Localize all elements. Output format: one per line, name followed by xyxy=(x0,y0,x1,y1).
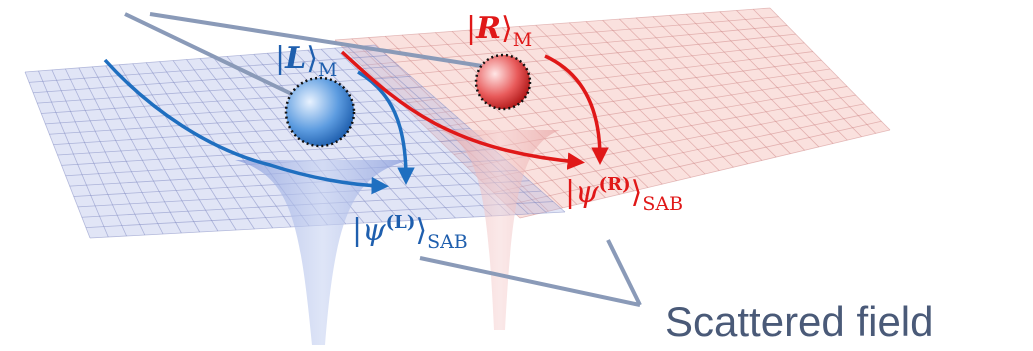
planes xyxy=(25,8,890,238)
label-main: |ψ xyxy=(565,175,599,210)
label-sub: M xyxy=(513,29,532,51)
ket-label: |L⟩M xyxy=(275,41,337,81)
label-symbol: L xyxy=(284,41,306,76)
label-close: ⟩ xyxy=(306,41,318,76)
label-symbol: R xyxy=(475,11,501,46)
label-main: | xyxy=(275,41,285,76)
label-close: ⟩ xyxy=(501,11,513,46)
label-sub: SAB xyxy=(427,231,468,253)
label-close: ⟩ xyxy=(415,213,427,248)
label-sub: M xyxy=(318,59,337,81)
ket-label: |R⟩M xyxy=(466,11,532,51)
sphere-left xyxy=(286,78,354,146)
label-sup: (L) xyxy=(386,212,416,233)
label-main: |ψ xyxy=(352,213,386,248)
caption: Scattered field xyxy=(665,298,934,345)
label-main: | xyxy=(466,11,476,46)
label-sup: (R) xyxy=(599,174,631,195)
label-sub: SAB xyxy=(642,193,683,215)
diagram: |L⟩M|R⟩M|ψ(L)⟩SAB|ψ(R)⟩SAB Scattered fie… xyxy=(0,0,1033,351)
sphere-right xyxy=(476,55,530,109)
label-close: ⟩ xyxy=(631,175,643,210)
